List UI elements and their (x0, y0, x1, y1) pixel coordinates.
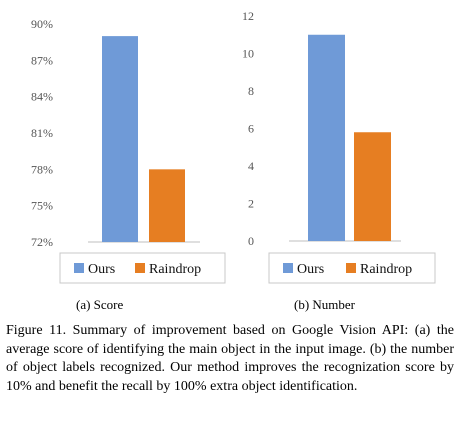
y-tick-label: 84% (31, 90, 53, 104)
y-tick-label: 78% (31, 162, 53, 176)
y-tick-label: 75% (31, 199, 53, 213)
bar-raindrop (149, 169, 185, 242)
bar-ours (102, 36, 138, 242)
y-tick-label: 2 (248, 197, 254, 211)
legend-label-ours: Ours (297, 262, 324, 277)
y-tick-label: 72% (31, 235, 53, 249)
legend-label-ours: Ours (88, 262, 115, 277)
y-tick-label: 8 (248, 84, 254, 98)
y-tick-label: 87% (31, 53, 53, 67)
legend-swatch-ours (283, 263, 293, 273)
y-tick-label: 10 (242, 47, 254, 61)
y-tick-label: 6 (248, 122, 254, 136)
subcaption-b: (b) Number (294, 297, 356, 312)
legend-label-raindrop: Raindrop (360, 262, 412, 277)
number-chart: 0 2 4 6 8 10 12 Ours Raindrop (242, 9, 436, 284)
y-tick-label: 81% (31, 126, 53, 140)
legend-swatch-raindrop (346, 263, 356, 273)
legend: Ours Raindrop (268, 252, 436, 284)
legend: Ours Raindrop (59, 252, 226, 284)
bar-ours (308, 34, 345, 241)
bar-raindrop (354, 132, 391, 241)
subcaption-a: (a) Score (76, 297, 124, 312)
figure-caption: Figure 11. Summary of improvement based … (6, 323, 454, 394)
legend-label-raindrop: Raindrop (149, 262, 201, 277)
legend-swatch-raindrop (135, 263, 145, 273)
y-tick-label: 4 (248, 159, 254, 173)
y-tick-label: 0 (248, 234, 254, 248)
score-chart: 72% 75% 78% 81% 84% 87% 90% Ours Raindrop (31, 17, 226, 284)
y-tick-label: 12 (242, 9, 254, 23)
y-tick-label: 90% (31, 17, 53, 31)
legend-swatch-ours (74, 263, 84, 273)
